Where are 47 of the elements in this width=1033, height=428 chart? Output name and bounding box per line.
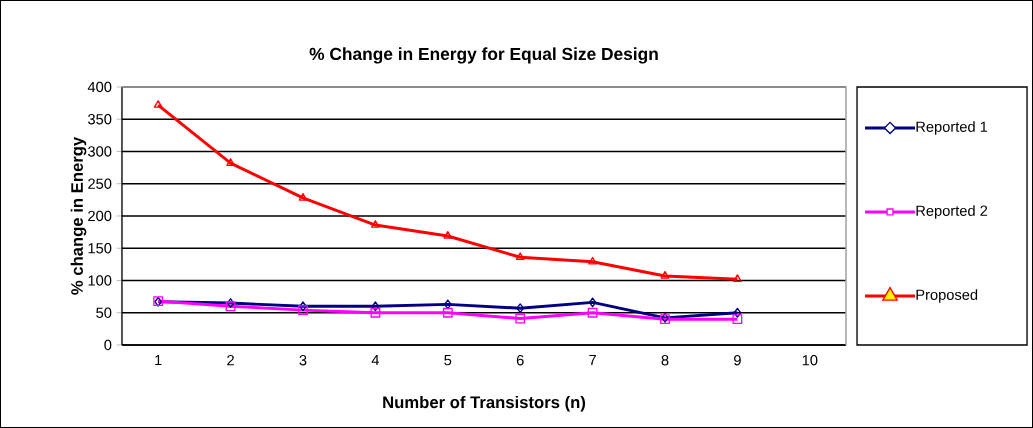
point [442, 307, 453, 318]
legend-label: Proposed [916, 289, 978, 303]
point [370, 307, 381, 318]
point [733, 307, 742, 318]
point [443, 231, 453, 239]
x-tick-label: 3 [299, 355, 307, 366]
point [298, 192, 308, 201]
x-tick-label: 8 [661, 355, 669, 366]
y-axis-title: % change in Energy [70, 136, 87, 295]
point [153, 100, 163, 108]
x-tick-label: 2 [227, 355, 234, 366]
point [226, 158, 235, 166]
x-tick-label: 5 [444, 355, 452, 366]
point [732, 314, 743, 325]
point [371, 220, 380, 228]
legend-label: Reported 2 [916, 205, 988, 219]
point [587, 307, 598, 318]
y-tick-label: 50 [96, 307, 112, 318]
point [371, 301, 380, 312]
y-tick-label: 150 [88, 243, 112, 254]
point [733, 274, 742, 283]
point [225, 301, 236, 312]
point [299, 301, 307, 312]
point [515, 252, 525, 261]
legend-label: Reported 1 [916, 121, 988, 135]
x-tick-label: 7 [589, 355, 596, 366]
point [443, 299, 452, 310]
y-tick-label: 350 [88, 114, 112, 125]
y-tick-label: 0 [104, 339, 112, 351]
y-tick-label: 400 [87, 81, 112, 93]
y-tick-label: 250 [88, 178, 112, 189]
point [515, 313, 526, 324]
point [588, 297, 597, 308]
y-tick-label: 100 [88, 275, 112, 286]
point [298, 305, 308, 316]
y-tick-label: 200 [88, 210, 112, 222]
x-tick-label: 9 [734, 355, 741, 366]
x-tick-label: 1 [155, 355, 162, 366]
x-tick-label: 6 [516, 355, 524, 366]
x-tick-label: 4 [371, 355, 380, 366]
y-tick-label: 300 [88, 146, 112, 157]
x-axis-title: Number of Transistors (n) [383, 395, 586, 412]
chart-title: % Change in Energy for Equal Size Design [309, 47, 658, 64]
point [516, 303, 525, 314]
point [660, 271, 670, 279]
point [588, 256, 597, 265]
x-tick-label: 10 [802, 355, 818, 366]
